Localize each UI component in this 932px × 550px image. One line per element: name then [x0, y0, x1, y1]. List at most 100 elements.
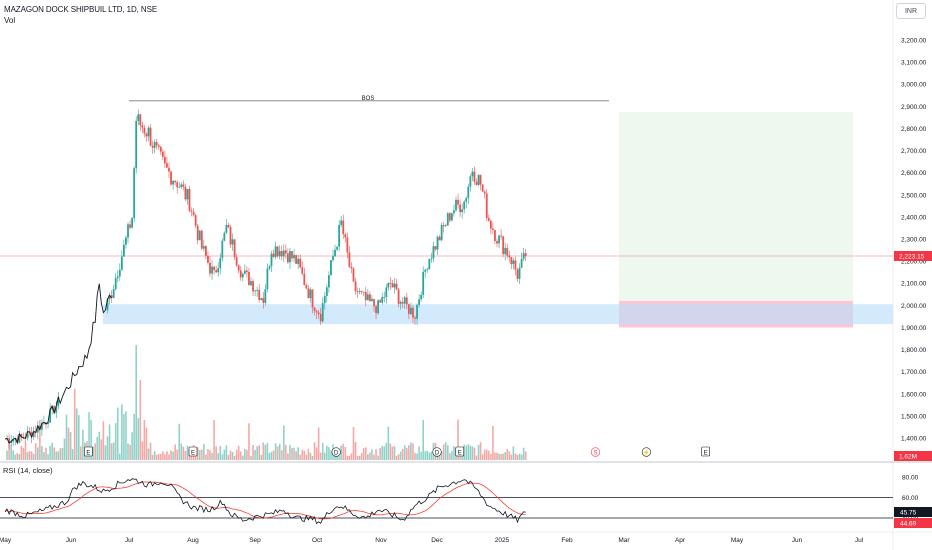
candle-body — [436, 236, 439, 250]
candle-body — [164, 156, 166, 164]
volume-bar — [268, 452, 271, 460]
volume-bar — [233, 455, 236, 460]
candle-body — [282, 250, 285, 257]
candle-body — [459, 204, 461, 213]
candle-body — [514, 260, 517, 270]
candle-body — [26, 431, 29, 439]
candle-body — [407, 304, 410, 315]
candle-body — [405, 297, 408, 305]
candle-body — [272, 253, 275, 257]
volume-bar — [272, 450, 275, 460]
price-tick-label: 2,700.00 — [901, 148, 927, 155]
volume-bar — [377, 455, 379, 460]
price-tick-label: 3,100.00 — [901, 60, 927, 67]
month-label: Apr — [675, 537, 686, 544]
candle-body — [463, 201, 466, 210]
candle-body — [330, 260, 332, 276]
volume-bar — [239, 451, 242, 460]
volume-bar — [324, 452, 326, 460]
volume-bar — [518, 453, 521, 460]
volume-bar — [67, 427, 70, 460]
volume-bar — [330, 450, 332, 460]
candle-body — [412, 307, 414, 318]
candle-body — [416, 304, 418, 319]
volume-bar — [346, 455, 349, 460]
volume-bar — [449, 453, 451, 460]
candle-body — [332, 256, 334, 261]
volume-bar — [141, 441, 144, 460]
candle-body — [49, 409, 51, 423]
volume-bar — [338, 455, 340, 460]
volume-bar — [90, 420, 92, 460]
volume-bar — [196, 447, 199, 460]
volume-bar — [494, 452, 496, 460]
candle-body — [133, 168, 136, 219]
volume-bar — [174, 444, 176, 460]
candle-body — [303, 273, 306, 285]
volume-bar — [26, 452, 29, 460]
volume-bar — [151, 454, 154, 460]
currency-button[interactable]: INR — [896, 3, 926, 19]
volume-bar — [106, 436, 109, 460]
volume-bar — [51, 442, 53, 460]
candle-body — [258, 290, 261, 300]
candle-body — [430, 258, 433, 260]
volume-bar — [201, 449, 203, 460]
candle-body — [354, 281, 357, 292]
volume-bar — [305, 454, 308, 460]
candle-body — [315, 310, 318, 313]
candle-body — [401, 301, 404, 304]
month-label: 2025 — [495, 537, 510, 544]
candle-body — [418, 299, 420, 305]
volume-bar — [278, 443, 281, 460]
price-tick-label: 2,400.00 — [901, 214, 927, 221]
volume-bar — [492, 425, 494, 460]
volume-bar — [313, 442, 316, 460]
candle-body — [213, 266, 215, 271]
volume-bar — [287, 453, 289, 460]
candle-body — [10, 441, 13, 443]
volume-bar — [37, 447, 39, 460]
candle-body — [346, 237, 349, 253]
candle-body — [516, 269, 519, 279]
volume-bar — [73, 388, 76, 460]
candle-body — [291, 251, 293, 259]
event-marker: D — [331, 447, 341, 457]
candle-body — [254, 290, 256, 292]
candle-body — [184, 186, 187, 200]
candle-body — [153, 142, 156, 148]
candle-body — [32, 431, 35, 438]
candle-body — [485, 193, 488, 219]
candle-body — [319, 313, 322, 322]
month-label: Jul — [125, 537, 134, 544]
event-marker: E — [84, 446, 93, 457]
event-marker-label: D — [334, 451, 339, 457]
candle-body — [57, 397, 60, 407]
time-axis: May Jun Jul Aug Sep Oct Nov Dec 2025 Feb Mar Apr May… — [0, 537, 864, 544]
volume-bar — [367, 454, 369, 460]
candle-body — [389, 282, 392, 284]
candle-body — [305, 284, 308, 289]
volume-bar — [395, 455, 398, 460]
month-label: Mar — [618, 537, 630, 544]
candle-body — [289, 251, 291, 263]
candle-body — [446, 213, 449, 226]
earnings-icon — [455, 446, 465, 457]
rsi-value-label: 45.75 — [900, 510, 917, 517]
candle-body — [414, 317, 416, 319]
volume-bar — [399, 451, 402, 460]
volume-bar — [78, 415, 80, 460]
event-marker: E — [455, 446, 465, 457]
event-marker: S — [590, 447, 601, 457]
candle-body — [110, 295, 113, 298]
volume-bar — [381, 446, 383, 460]
volume-bar — [145, 427, 148, 460]
volume-bar — [516, 455, 519, 460]
candle-body — [422, 271, 425, 295]
volume-bar — [116, 407, 119, 460]
candle-body — [149, 127, 152, 146]
volume-bar — [488, 450, 490, 460]
volume-bar — [178, 423, 181, 460]
volume-bar — [291, 447, 293, 460]
